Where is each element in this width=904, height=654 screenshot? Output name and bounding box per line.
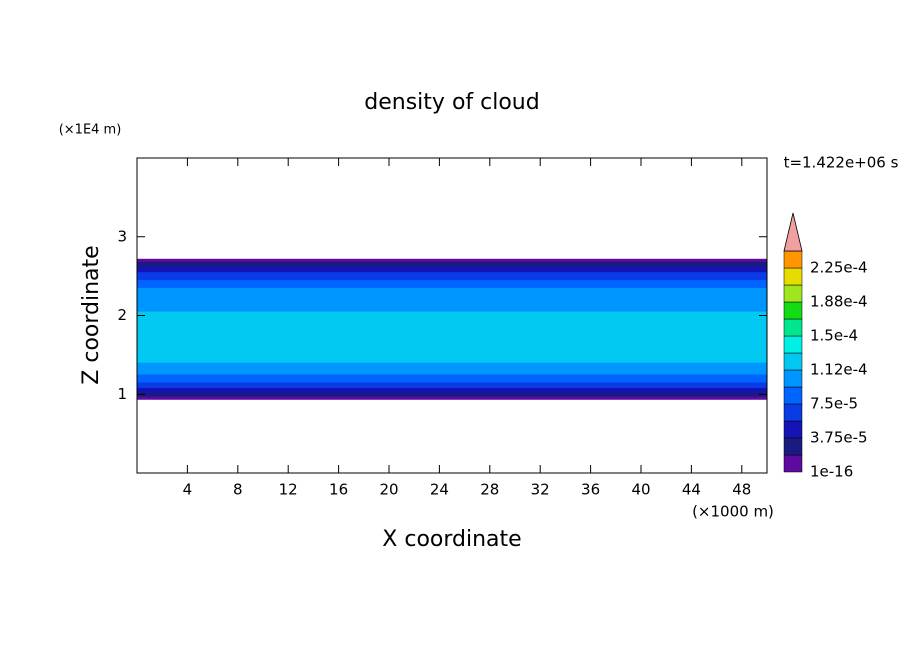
colorbar-label: 7.5e-5 <box>810 395 858 413</box>
y-axis-label: Z coordinate <box>79 245 104 384</box>
x-axis-label: X coordinate <box>382 527 521 552</box>
y-tick-label: 2 <box>117 306 127 324</box>
x-tick-label: 48 <box>732 481 751 499</box>
x-unit: (×1000 m) <box>692 503 774 521</box>
colorbar-segment <box>783 335 803 354</box>
colorbar-segment <box>783 454 803 473</box>
colorbar-segment <box>783 318 803 337</box>
contour-band <box>137 311 767 363</box>
colorbar-segment <box>783 437 803 456</box>
x-tick-label: 28 <box>480 481 499 499</box>
x-tick-label: 36 <box>581 481 600 499</box>
x-tick-label: 32 <box>531 481 550 499</box>
colorbar-segment <box>783 386 803 405</box>
colorbar-label: 2.25e-4 <box>810 259 868 277</box>
colorbar-extension <box>783 212 803 252</box>
x-tick-label: 20 <box>379 481 398 499</box>
x-tick-label: 44 <box>682 481 701 499</box>
colorbar-segment <box>783 352 803 371</box>
colorbar-segment <box>783 301 803 320</box>
x-tick-label: 4 <box>183 481 193 499</box>
colorbar-segment <box>783 267 803 286</box>
colorbar-segment <box>783 369 803 388</box>
colorbar-segment <box>783 250 803 269</box>
colorbar-label: 3.75e-5 <box>810 429 868 447</box>
x-tick-label: 16 <box>329 481 348 499</box>
time-label: t=1.422e+06 s <box>784 154 899 172</box>
y-tick-label: 1 <box>117 385 127 403</box>
y-unit: (×1E4 m) <box>59 123 122 138</box>
x-tick-label: 24 <box>430 481 449 499</box>
x-tick-label: 8 <box>233 481 243 499</box>
x-tick-label: 12 <box>279 481 298 499</box>
colorbar-label: 1.12e-4 <box>810 361 868 379</box>
colorbar-label: 1.88e-4 <box>810 293 868 311</box>
colorbar-segment <box>783 403 803 422</box>
colorbar-label: 1.5e-4 <box>810 327 858 345</box>
x-tick-label: 40 <box>631 481 650 499</box>
chart-title: density of cloud <box>364 90 539 115</box>
y-tick-label: 3 <box>117 227 127 245</box>
colorbar-label: 1e-16 <box>810 463 853 481</box>
colorbar-segment <box>783 284 803 303</box>
colorbar-segment <box>783 420 803 439</box>
